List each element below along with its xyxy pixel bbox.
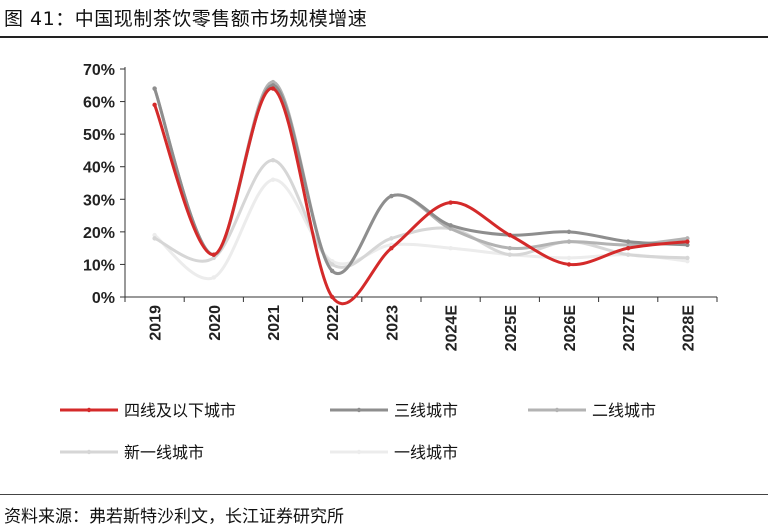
data-point: [152, 86, 157, 91]
data-point: [389, 245, 394, 251]
data-point: [330, 268, 335, 274]
data-point: [685, 242, 690, 248]
y-tick-label: 60%: [83, 95, 115, 112]
data-point: [626, 239, 631, 244]
data-point: [270, 83, 276, 88]
data-point: [507, 245, 512, 251]
data-point: [270, 158, 276, 163]
data-point: [330, 262, 335, 267]
data-point: [389, 193, 394, 199]
data-point: [626, 245, 631, 251]
data-point: [685, 236, 690, 241]
legend-label: 二线城市: [592, 401, 656, 420]
data-point: [507, 252, 512, 257]
x-tick-label: 2026E: [562, 305, 579, 352]
line-chart: 0% 10% 20% 30% 40% 50% 60% 70% 2019 2020 2021 2022 2…: [60, 62, 718, 462]
x-tick-label: 2024E: [444, 305, 461, 352]
data-point: [566, 229, 572, 235]
x-tick-label: 2021: [266, 305, 283, 341]
legend-marker: [554, 407, 560, 413]
data-point: [389, 236, 394, 241]
legend-marker: [86, 407, 92, 413]
data-point: [211, 252, 216, 257]
data-point: [507, 232, 512, 238]
data-point: [566, 255, 572, 261]
data-point: [626, 252, 631, 257]
legend-label: 一线城市: [394, 443, 458, 462]
title-divider: [0, 36, 768, 38]
x-tick-label: 2023: [384, 305, 401, 341]
legend-label: 新一线城市: [124, 443, 204, 462]
legend-label: 四线及以下城市: [124, 401, 236, 420]
legend-label: 三线城市: [394, 401, 458, 420]
x-tick-label: 2028E: [680, 305, 697, 352]
y-tick-label: 50%: [83, 127, 115, 144]
y-tick-label: 30%: [83, 192, 115, 209]
data-point: [566, 262, 572, 267]
y-tick-label: 70%: [83, 62, 115, 79]
legend-marker: [86, 449, 92, 455]
data-point: [211, 255, 216, 261]
data-point: [330, 294, 335, 300]
data-point: [152, 236, 157, 241]
data-point: [270, 177, 276, 182]
data-point: [448, 226, 453, 231]
data-point: [448, 223, 453, 228]
x-tick-label: 2020: [207, 305, 224, 341]
data-point: [685, 239, 690, 244]
data-point: [685, 255, 690, 261]
data-point: [211, 275, 216, 280]
data-point: [566, 239, 572, 244]
series-line: [153, 87, 689, 306]
x-tick-label: 2025E: [503, 305, 520, 352]
x-tick-label: 2022: [325, 305, 342, 341]
y-tick-label: 20%: [83, 225, 115, 242]
source-note: 资料来源：弗若斯特沙利文，长江证券研究所: [4, 507, 344, 527]
data-point: [152, 232, 157, 238]
figure-title: 图 41：中国现制茶饮零售额市场规模增速: [4, 8, 368, 30]
legend-marker: [356, 407, 362, 413]
x-tick-label: 2019: [148, 305, 165, 341]
series-line: [153, 158, 689, 269]
y-tick-label: 40%: [83, 160, 115, 177]
data-point: [685, 258, 690, 264]
data-point: [448, 200, 453, 205]
data-point: [626, 242, 631, 248]
x-tick-label: 2027E: [621, 305, 638, 352]
y-tick-label: 0%: [92, 290, 115, 307]
y-tick-label: 10%: [83, 257, 115, 274]
data-point: [270, 79, 276, 85]
legend-marker: [356, 449, 362, 455]
data-point: [448, 245, 453, 251]
data-point: [152, 102, 157, 108]
data-point: [270, 86, 276, 91]
source-divider: [0, 494, 768, 495]
